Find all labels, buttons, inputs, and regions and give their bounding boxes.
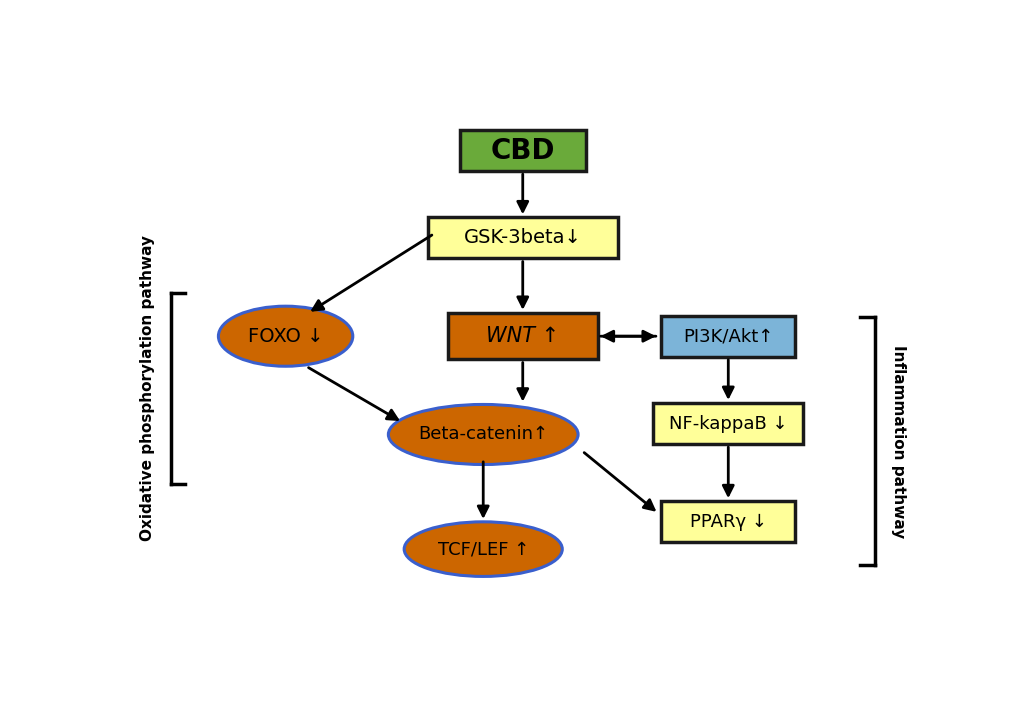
Text: PPARγ ↓: PPARγ ↓ bbox=[689, 513, 766, 531]
Text: NF-kappaB ↓: NF-kappaB ↓ bbox=[668, 415, 787, 432]
Text: Inflammation pathway: Inflammation pathway bbox=[890, 345, 905, 538]
FancyBboxPatch shape bbox=[660, 501, 795, 542]
Text: TCF/LEF ↑: TCF/LEF ↑ bbox=[437, 540, 529, 558]
Ellipse shape bbox=[218, 306, 353, 367]
FancyBboxPatch shape bbox=[459, 130, 585, 171]
Ellipse shape bbox=[388, 404, 578, 464]
Text: GSK-3beta↓: GSK-3beta↓ bbox=[464, 228, 581, 247]
FancyBboxPatch shape bbox=[652, 403, 803, 444]
FancyBboxPatch shape bbox=[447, 313, 597, 359]
Text: CBD: CBD bbox=[490, 137, 554, 164]
FancyBboxPatch shape bbox=[428, 218, 618, 258]
Text: FOXO ↓: FOXO ↓ bbox=[248, 327, 323, 346]
Text: Beta-catenin↑: Beta-catenin↑ bbox=[418, 425, 548, 443]
Text: PI3K/Akt↑: PI3K/Akt↑ bbox=[683, 328, 772, 345]
FancyBboxPatch shape bbox=[660, 316, 795, 357]
Ellipse shape bbox=[404, 522, 561, 576]
Text: WNT ↑: WNT ↑ bbox=[486, 326, 558, 346]
Text: Oxidative phosphorylation pathway: Oxidative phosphorylation pathway bbox=[140, 235, 155, 541]
